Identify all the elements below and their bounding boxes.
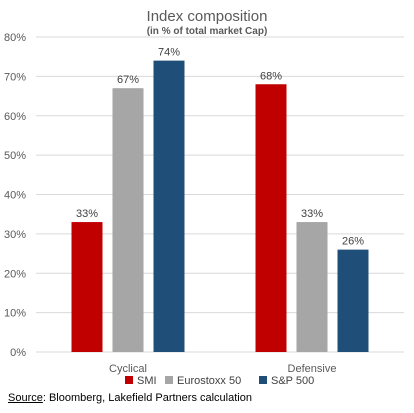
source-label: Source <box>8 392 43 404</box>
y-tick-label: 60% <box>4 111 26 123</box>
legend-swatch <box>165 376 173 384</box>
y-tick-label: 0% <box>10 347 26 359</box>
bar-cyclical-s-p-500 <box>153 60 185 352</box>
y-tick-label: 70% <box>4 71 26 83</box>
data-labels: 33% 67% 74% 68% 33% 26% <box>76 47 364 248</box>
y-axis: 0% 10% 20% 30% 40% 50% 60% 70% 80% <box>4 32 26 359</box>
y-tick-label: 10% <box>4 308 26 320</box>
data-label: 68% <box>260 70 282 82</box>
chart-subtitle: (in % of total market Cap) <box>147 26 268 37</box>
y-tick-label: 40% <box>4 190 26 202</box>
legend-swatch <box>125 376 133 384</box>
y-tick-label: 80% <box>4 32 26 44</box>
bar-defensive-s-p-500 <box>337 249 369 352</box>
legend-label: SMI <box>137 375 157 387</box>
legend-swatch <box>259 376 267 384</box>
y-tick-label: 20% <box>4 268 26 280</box>
y-tick-label: 50% <box>4 150 26 162</box>
source-note: Source: Bloomberg, Lakefield Partners ca… <box>8 392 252 404</box>
category-label: Cyclical <box>109 363 147 375</box>
data-label: 67% <box>117 74 139 86</box>
source-text: : Bloomberg, Lakefield Partners calculat… <box>42 392 252 404</box>
data-label: 26% <box>342 236 364 248</box>
x-axis: Cyclical Defensive <box>109 363 336 375</box>
data-label: 33% <box>76 208 98 220</box>
legend: SMI Eurostoxx 50 S&P 500 <box>125 375 314 387</box>
legend-label: Eurostoxx 50 <box>177 375 241 387</box>
data-label: 74% <box>158 47 180 59</box>
bar-defensive-eurostoxx-50 <box>296 222 328 352</box>
chart-title: Index composition <box>147 8 268 25</box>
bar-cyclical-smi <box>71 222 103 352</box>
y-tick-label: 30% <box>4 229 26 241</box>
category-label: Defensive <box>288 363 337 375</box>
bar-cyclical-eurostoxx-50 <box>112 88 144 352</box>
legend-label: S&P 500 <box>271 375 314 387</box>
bars <box>71 60 369 352</box>
data-label: 33% <box>301 208 323 220</box>
bar-defensive-smi <box>255 84 287 352</box>
